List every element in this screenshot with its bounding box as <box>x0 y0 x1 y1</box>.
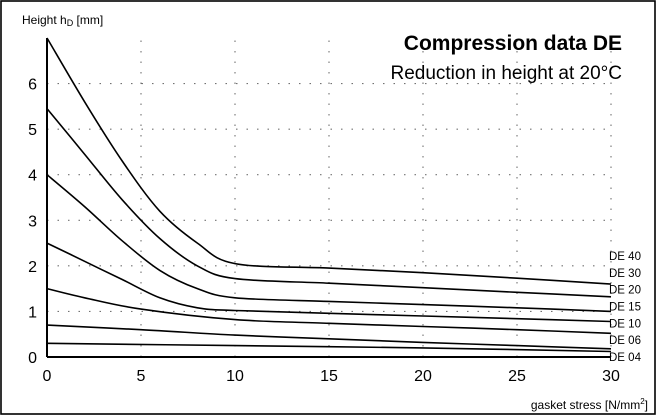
x-tick-label: 30 <box>602 368 620 385</box>
x-tick-labels: 0 5 10 15 20 25 30 <box>43 368 620 385</box>
x-tick-label: 5 <box>137 368 146 385</box>
y-tick-labels: 0 1 2 3 4 5 6 <box>28 77 37 367</box>
series-label: DE 40 <box>609 251 641 263</box>
grid-lines <box>47 38 612 357</box>
y-tick-label: 4 <box>28 168 37 185</box>
series-line <box>46 287 612 335</box>
y-tick-label: 3 <box>28 213 37 230</box>
series-labels: DE 40 DE 30 DE 20 DE 15 DE 10 DE 06 DE 04 <box>609 251 642 364</box>
series-label: DE 20 <box>609 285 641 297</box>
y-tick-label: 1 <box>28 304 37 321</box>
y-tick-label: 2 <box>28 259 37 276</box>
x-tick-label: 20 <box>414 368 432 385</box>
x-tick-label: 15 <box>320 368 338 385</box>
y-tick-label: 0 <box>28 350 37 367</box>
series-line <box>46 324 612 350</box>
series-line <box>46 242 612 323</box>
series-label: DE 30 <box>609 268 641 280</box>
y-tick-label: 5 <box>28 122 37 139</box>
series-label: DE 15 <box>609 302 641 314</box>
y-axis-title: Height hD [mm] <box>22 13 103 28</box>
series-label: DE 06 <box>609 335 641 347</box>
series-label: DE 10 <box>609 318 641 330</box>
series-curves <box>46 37 612 353</box>
x-tick-label: 25 <box>508 368 526 385</box>
x-tick-label: 0 <box>43 368 52 385</box>
series-line <box>46 342 612 353</box>
x-axis-title: gasket stress [N/mm2] <box>531 397 648 412</box>
x-tick-label: 10 <box>226 368 244 385</box>
series-line <box>46 174 612 313</box>
chart-subtitle: Reduction in height at 20°C <box>390 63 622 84</box>
series-line <box>46 37 612 285</box>
y-tick-label: 6 <box>28 77 37 94</box>
chart-title: Compression data DE <box>404 32 622 55</box>
series-line <box>46 108 612 298</box>
series-label: DE 04 <box>609 352 642 364</box>
